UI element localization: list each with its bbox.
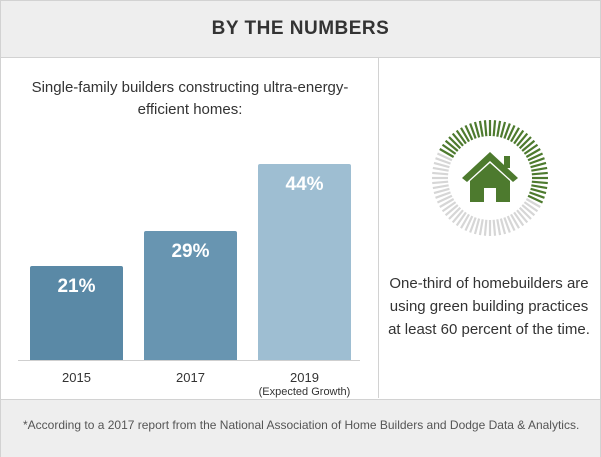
- ring-tick-highlight: [531, 184, 548, 190]
- header-bar: BY THE NUMBERS: [1, 1, 600, 58]
- ring-tick-highlight: [451, 132, 464, 147]
- ring-tick-highlight: [469, 123, 477, 139]
- data-label-2015: 21%: [57, 276, 96, 297]
- bar-2015: [30, 266, 123, 360]
- bar-chart: 21% 2015 29% 2017 44% 2019 (Expected Growth): [18, 164, 360, 398]
- ring-tick-highlight: [503, 123, 511, 139]
- ring-tick-highlight: [529, 157, 545, 165]
- x-tick-2015: 2015: [62, 370, 91, 385]
- ring-tick: [444, 204, 459, 217]
- ring-tick: [473, 218, 481, 235]
- ring-tick: [448, 206, 462, 220]
- ring-tick: [451, 209, 464, 224]
- x-axis-line: [18, 360, 360, 361]
- ring-tick-highlight: [473, 121, 481, 138]
- ring-tick: [436, 194, 453, 204]
- ring-tick: [496, 219, 502, 236]
- house-body: [470, 163, 510, 202]
- ring-tick: [432, 184, 449, 190]
- ring-tick: [510, 213, 520, 229]
- house-roof: [462, 152, 518, 182]
- ring-tick: [455, 211, 467, 227]
- ring-graphic: [412, 118, 568, 238]
- bar-2019: [258, 164, 351, 360]
- ring-caption: One-third of homebuilders are using gree…: [388, 275, 590, 338]
- data-label-2017: 29%: [171, 241, 210, 262]
- ring-ticks: [432, 120, 548, 236]
- ring-tick: [518, 206, 532, 220]
- ring-tick: [483, 219, 488, 236]
- ring-tick-highlight: [516, 132, 529, 147]
- ring-tick: [432, 180, 449, 185]
- ring-tick: [432, 171, 449, 176]
- ring-tick: [433, 161, 450, 169]
- ring-tick: [439, 198, 455, 208]
- ring-tick-highlight: [523, 143, 539, 155]
- ring-tick: [435, 157, 451, 165]
- ring-tick-highlight: [531, 166, 548, 172]
- ring-tick: [433, 187, 450, 195]
- footer: *According to a 2017 report from the Nat…: [1, 399, 600, 457]
- ring-tick-highlight: [530, 187, 547, 195]
- ring-tick: [516, 209, 529, 224]
- ring-tick-highlight: [525, 148, 541, 158]
- ring-tick: [464, 215, 474, 232]
- ring-tick-highlight: [531, 171, 548, 176]
- ring-tick-highlight: [492, 120, 497, 137]
- ring-tick: [478, 219, 484, 236]
- ring-tick-highlight: [518, 136, 532, 150]
- ring-tick-highlight: [527, 152, 544, 162]
- ring-tick: [521, 204, 536, 217]
- ring-tick-highlight: [530, 161, 547, 169]
- ring-tick-highlight: [483, 120, 488, 137]
- chart-title: Single-family builders constructing ultr…: [31, 79, 349, 118]
- ring-tick: [506, 215, 516, 232]
- ring-tick: [432, 166, 449, 172]
- ring-tick-highlight: [510, 127, 520, 143]
- ring-tick-highlight: [448, 136, 462, 150]
- ring-tick-highlight: [441, 143, 457, 155]
- ring-tick: [441, 201, 457, 213]
- ring-tick-highlight: [499, 121, 507, 138]
- ring-tick-highlight: [478, 120, 484, 137]
- ring-tick-highlight: [506, 124, 516, 141]
- ring-tick-highlight: [513, 129, 525, 145]
- house-chimney: [504, 156, 510, 168]
- ring-tick-highlight: [439, 148, 455, 158]
- ring-tick-highlight: [521, 139, 536, 152]
- bar-2017: [144, 231, 237, 360]
- x-tick-2017: 2017: [176, 370, 205, 385]
- ring-tick: [503, 217, 511, 233]
- column-divider: [378, 58, 379, 398]
- ring-tick-highlight: [531, 180, 548, 185]
- ring-tick: [436, 152, 453, 162]
- ring-tick: [469, 217, 477, 233]
- ring-tick-highlight: [464, 124, 474, 141]
- ring-tick-highlight: [455, 129, 467, 145]
- ring-tick-highlight: [444, 139, 459, 152]
- ring-tick: [499, 218, 507, 235]
- ring-tick: [523, 201, 539, 213]
- ring-tick: [525, 198, 541, 208]
- x-tick-2019: 2019: [290, 370, 319, 385]
- house-icon: [462, 152, 518, 202]
- ring-tick: [492, 219, 497, 236]
- data-label-2019: 44%: [285, 174, 324, 195]
- ring-tick: [435, 191, 451, 199]
- ring-tick: [460, 213, 470, 229]
- ring-tick-highlight: [460, 127, 470, 143]
- ring-svg: [432, 120, 548, 236]
- ring-tick-highlight: [496, 120, 502, 137]
- ring-tick-highlight: [529, 191, 545, 199]
- page-title: BY THE NUMBERS: [211, 18, 390, 39]
- ring-tick-highlight: [527, 194, 544, 204]
- ring-tick: [513, 211, 525, 227]
- x-tick-note-2019: (Expected Growth): [258, 386, 351, 398]
- footnote: *According to a 2017 report from the Nat…: [23, 418, 580, 432]
